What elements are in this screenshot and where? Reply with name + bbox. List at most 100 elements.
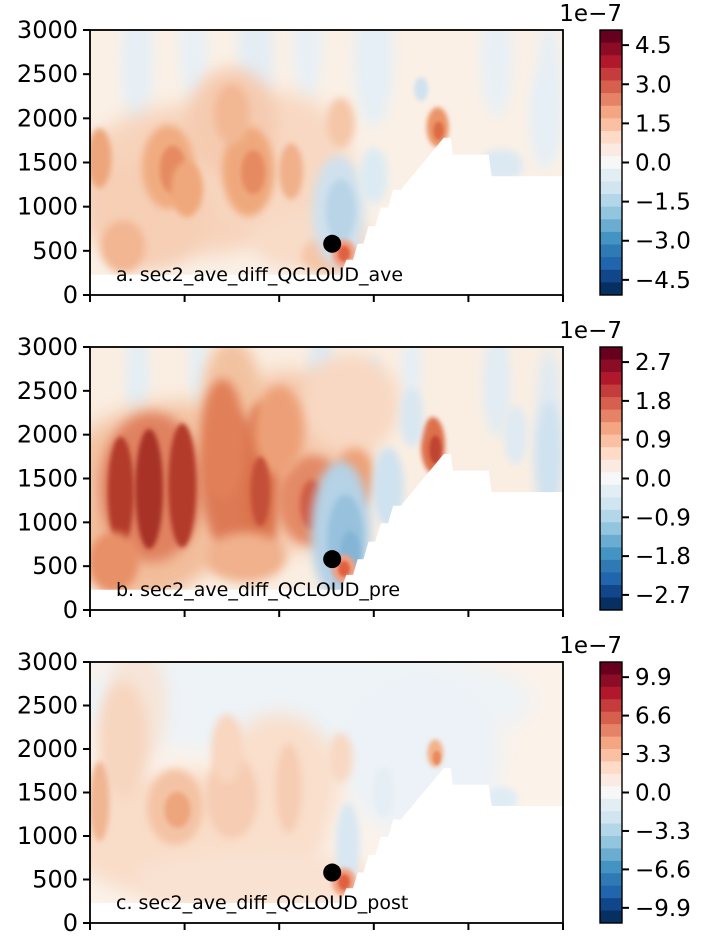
colorbar-segment: [600, 55, 622, 69]
contour-blob: [275, 743, 302, 834]
contour-blob: [164, 791, 191, 828]
contour-blob: [125, 347, 150, 423]
contour-blob: [101, 220, 146, 273]
colorbar-segment: [600, 42, 622, 56]
colorbar-segment: [600, 181, 622, 195]
y-tick-label: 1000: [17, 822, 78, 850]
colorbar-segment: [600, 372, 622, 386]
panel-c-plot: c. sec2_ave_diff_QCLOUD_post: [90, 662, 563, 923]
colorbar-segment: [600, 80, 622, 94]
colorbar-segment: [600, 497, 622, 511]
contour-blob: [429, 435, 442, 464]
contour-blob: [206, 532, 287, 583]
colorbar-tick-label: 0.0: [635, 467, 672, 493]
contour-blob: [432, 750, 441, 765]
y-tick-label: 2500: [17, 60, 78, 88]
colorbar-a: 4.5 3.0 1.5 0.0 −1.5 −3.0 −4.5 1e−7: [559, 1, 691, 296]
station-marker-dot: [323, 863, 342, 882]
y-tick-label: 2000: [17, 735, 78, 763]
y-tick-label: 1000: [17, 508, 78, 536]
colorbar-tick-label: 2.7: [635, 350, 672, 376]
panel-label: a. sec2_ave_diff_QCLOUD_ave: [116, 264, 403, 286]
colorbar-tick-label: 6.6: [635, 704, 672, 730]
colorbar-segment: [600, 472, 622, 486]
colorbar-segment: [600, 231, 622, 246]
colorbar-segment: [600, 447, 622, 461]
y-tick-label: 3000: [17, 16, 78, 44]
colorbar-tick-label: 3.0: [635, 72, 672, 98]
colorbar-segment: [600, 384, 622, 398]
colorbar-segment: [600, 67, 622, 81]
colorbar-segment: [600, 93, 622, 107]
colorbar-segment: [600, 674, 622, 688]
colorbar-tick-label: −3.0: [635, 229, 691, 255]
colorbar-c: 9.9 6.6 3.3 0.0 −3.3 −6.6 −9.9 1e−7: [559, 633, 691, 924]
colorbar-segment: [600, 347, 622, 361]
contour-blob: [401, 347, 422, 404]
colorbar-tick-label: 0.0: [635, 151, 672, 177]
panel-a-axes: 0 500 1000 1500 2000 2500 3000: [17, 16, 564, 309]
station-marker-dot: [323, 234, 342, 253]
contour-blob: [414, 77, 429, 102]
contour-blob: [325, 179, 356, 244]
panel-label: c. sec2_ave_diff_QCLOUD_post: [116, 892, 408, 914]
colorbar-segment: [600, 873, 622, 887]
colorbar-tick-label: −6.6: [635, 857, 691, 883]
colorbar-segment: [600, 860, 622, 874]
colorbar-segment: [600, 711, 622, 725]
colorbar-segment: [600, 885, 622, 899]
panel-a-plot: a. sec2_ave_diff_QCLOUD_ave: [90, 30, 563, 295]
hotspot-core: [338, 560, 351, 577]
colorbar-segment: [600, 761, 622, 775]
colorbar-segment: [600, 823, 622, 837]
y-tick-label: 1000: [17, 193, 78, 221]
contour-blob: [530, 68, 559, 169]
contour-blob: [534, 400, 563, 521]
colorbar-segment: [600, 168, 622, 182]
contour-blob: [480, 30, 513, 117]
panel-label: b. sec2_ave_diff_QCLOUD_pre: [116, 579, 400, 601]
colorbar-segment: [600, 269, 622, 283]
colorbar-segment: [600, 724, 622, 738]
colorbar-segment: [600, 484, 622, 498]
colorbar-tick-label: 1.8: [635, 389, 672, 415]
y-tick-label: 0: [63, 596, 78, 624]
contour-blob: [485, 786, 518, 811]
colorbar-segment: [600, 105, 622, 119]
colorbar-segment: [600, 534, 622, 548]
colorbar-segment: [600, 686, 622, 700]
contour-blob: [135, 429, 164, 550]
colorbar-segment: [600, 749, 622, 762]
colorbar-tick-label: −1.5: [635, 190, 691, 216]
colorbar-segment: [600, 194, 622, 208]
y-tick-label: 2000: [17, 421, 78, 449]
contour-blob: [300, 353, 401, 454]
contour-blob: [168, 423, 197, 548]
colorbar-segment: [600, 397, 622, 411]
colorbar-segment: [600, 156, 622, 170]
colorbar-tick-label: −9.9: [635, 896, 691, 922]
terrain-silhouette: [90, 454, 563, 610]
colorbar-segment: [600, 836, 622, 849]
contour-blob: [90, 531, 139, 592]
contour-blob: [213, 83, 250, 144]
contour-blob: [135, 849, 376, 910]
colorbar-offset-label: 1e−7: [559, 1, 622, 27]
contour-blob: [121, 30, 154, 131]
y-tick-label: 500: [32, 237, 78, 265]
colorbar-segment: [600, 244, 622, 258]
panel-b-axes: 0 500 1000 1500 2000 2500 3000: [17, 333, 564, 624]
colorbar-tick-label: −1.8: [635, 544, 691, 570]
contour-blob: [211, 714, 244, 784]
contour-blob: [373, 767, 394, 818]
contour-blob: [279, 143, 304, 200]
contour-blob: [433, 121, 444, 140]
colorbar-segment: [600, 773, 622, 787]
colorbar-segment: [600, 699, 622, 713]
contour-blob: [353, 30, 394, 127]
contour-blob: [250, 456, 271, 527]
contour-blob: [335, 802, 360, 887]
y-tick-label: 1500: [17, 465, 78, 493]
colorbar-tick-label: −2.7: [635, 583, 691, 609]
colorbar-segment: [600, 409, 622, 423]
